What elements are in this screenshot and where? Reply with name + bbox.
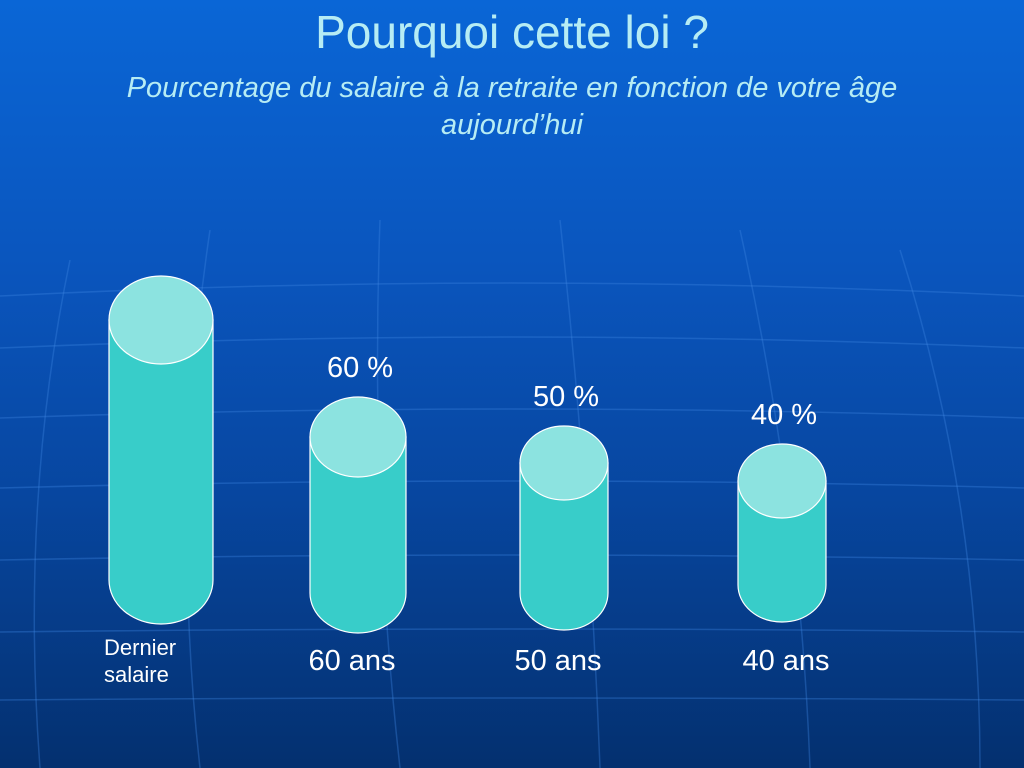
cylinder-bar [519,425,609,631]
cylinder-bar [737,443,827,623]
cylinder-body [737,480,827,623]
value-label: 60 % [327,352,393,384]
cylinder-top [108,275,214,365]
category-label: 60 ans [308,645,395,677]
value-label: 50 % [533,381,599,413]
value-label: 40 % [751,399,817,431]
cylinder-body [309,436,407,634]
category-label: 40 ans [742,645,829,677]
cylinder-top [309,396,407,478]
category-label: 50 ans [514,645,601,677]
category-label: Dernier salaire [104,635,176,687]
cylinder-bar [309,396,407,634]
cylinder-top [519,425,609,501]
cylinder-body [108,319,214,625]
cylinder-top [737,443,827,519]
cylinder-bar [108,275,214,625]
slide-subtitle: Pourcentage du salaire à la retraite en … [126,72,898,141]
slide-title: Pourquoi cette loi ? [315,6,709,58]
cylinder-body [519,462,609,631]
